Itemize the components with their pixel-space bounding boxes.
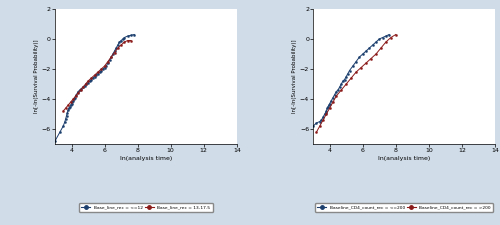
X-axis label: ln(analysis time): ln(analysis time): [120, 156, 172, 161]
Y-axis label: ln[-ln(Survival Probability)]: ln[-ln(Survival Probability)]: [292, 40, 297, 113]
Legend: Baseline_CD4_count_rec = <=200, Baseline_CD4_count_rec = >200: Baseline_CD4_count_rec = <=200, Baseline…: [315, 203, 494, 212]
Legend: Base_line_rec = <=12, Base_line_rec = 13-17.5: Base_line_rec = <=12, Base_line_rec = 13…: [79, 203, 212, 212]
Y-axis label: ln[-ln(Survival Probability)]: ln[-ln(Survival Probability)]: [34, 40, 39, 113]
X-axis label: ln(analysis time): ln(analysis time): [378, 156, 430, 161]
